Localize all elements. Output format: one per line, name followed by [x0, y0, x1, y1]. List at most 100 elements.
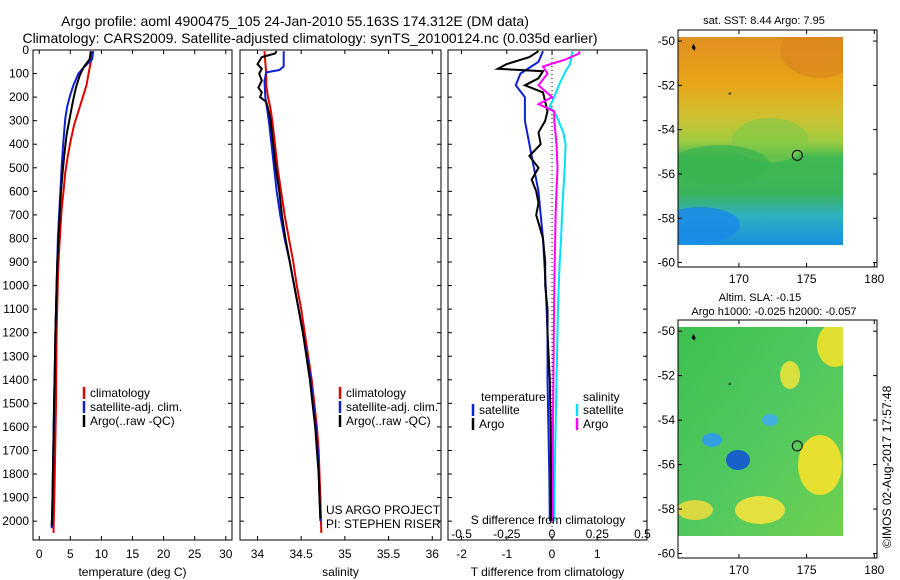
- map-y-tick-label: -50: [658, 324, 676, 338]
- sla-blue-3: [762, 414, 778, 426]
- series-line-temperature-argo: [494, 50, 553, 522]
- sla-land-gap: [678, 536, 843, 548]
- plot-frame: [32, 49, 233, 541]
- sla-blue-2: [702, 433, 722, 447]
- sst-map-title: sat. SST: 8.44 Argo: 7.95: [703, 15, 825, 27]
- x-tick-label: 36: [426, 547, 440, 561]
- legend-label: satellite-adj. clim.: [346, 400, 438, 414]
- map-y-tick-label: -52: [658, 78, 676, 92]
- legend-label: Argo: [583, 417, 609, 431]
- sst-map-panel: sat. SST: 8.44 Argo: 7.95 -50-52-54-56-5…: [658, 15, 885, 286]
- legend-header-temperature: temperature: [481, 390, 546, 404]
- map-x-tick-label: 175: [797, 563, 817, 577]
- legend-label: climatology: [346, 386, 406, 400]
- y-tick-label: 1200: [2, 326, 29, 340]
- x-axis-label: salinity: [322, 565, 359, 579]
- x-tick-label-salinity: 0: [549, 527, 556, 541]
- legend-label: climatology: [90, 386, 150, 400]
- project-annotation: PI: STEPHEN RISER: [326, 517, 441, 531]
- sst-axes: -50 -52 -54 -56 -58 -60 170 175 180: [658, 29, 885, 286]
- map-y-tick-label: -54: [658, 123, 676, 137]
- series-line-temperature-satellite: [514, 50, 551, 522]
- sla-yellow-1: [817, 327, 843, 367]
- sla-yellow-3: [798, 435, 842, 495]
- x-tick-label: 0: [36, 547, 43, 561]
- watermark: ©IMOS 02-Aug-2017 17:57:48: [880, 385, 894, 548]
- map-y-tick-label: -56: [658, 458, 676, 472]
- x-tick-label-salinity: -0.25: [493, 527, 521, 541]
- legend-label: Argo(..raw -QC): [346, 414, 431, 428]
- x-tick-label: -1: [501, 547, 512, 561]
- sla-yellow-4: [735, 496, 785, 524]
- map-y-tick-label: -54: [658, 413, 676, 427]
- sla-map-subtitle: Argo h1000: -0.025 h2000: -0.057: [691, 306, 856, 318]
- x-axis-label-salinity-difference: S difference from climatology: [471, 513, 626, 527]
- legend-label: satellite: [479, 403, 520, 417]
- x-tick-label: 5: [67, 547, 74, 561]
- y-tick-label: 300: [9, 114, 29, 128]
- map-y-tick-label: -60: [658, 256, 676, 270]
- y-tick-label: 1700: [2, 443, 29, 457]
- y-tick-label: 1900: [2, 491, 29, 505]
- y-tick-label: 1500: [2, 396, 29, 410]
- difference-panel: -2 -1 0 1 T difference from climatology tempe…: [447, 49, 651, 579]
- float-location-marker: [791, 440, 803, 452]
- map-x-tick-label: 170: [729, 563, 749, 577]
- x-tick-label: 25: [188, 547, 202, 561]
- temperature-panel: 0100200300400500600700800900100011001200…: [2, 43, 232, 579]
- sla-map-title: Altim. SLA: -0.15: [719, 292, 802, 304]
- x-tick-label: 1: [594, 547, 601, 561]
- series-line-salinity-argo: [536, 51, 581, 522]
- x-tick-label-salinity: -0.5: [451, 527, 472, 541]
- y-tick-label: 1000: [2, 279, 29, 293]
- legend-label: satellite-adj. clim.: [90, 400, 182, 414]
- y-tick-label: 0: [22, 43, 29, 57]
- sst-blue-patch: [678, 207, 740, 243]
- x-tick-label: 0: [549, 547, 556, 561]
- title-line-1: Argo profile: aoml 4900475_105 24-Jan-20…: [61, 13, 529, 29]
- map-y-tick-label: -56: [658, 167, 676, 181]
- x-tick-label: 20: [157, 547, 171, 561]
- y-tick-label: 1400: [2, 373, 29, 387]
- legend-header-salinity: salinity: [583, 390, 620, 404]
- salinity-panel: 34 34.5 35 35.5 36 salinity climatologysatelli…: [239, 49, 442, 579]
- y-tick-label: 900: [9, 255, 29, 269]
- legend-label: satellite: [583, 403, 624, 417]
- sla-yellow-2: [780, 361, 800, 389]
- x-axis-label: T difference from climatology: [471, 565, 625, 579]
- title-line-2: Climatology: CARS2009. Satellite-adjuste…: [22, 30, 597, 46]
- y-tick-label: 200: [9, 90, 29, 104]
- float-location-marker: [791, 149, 803, 161]
- map-x-tick-label: 175: [797, 272, 817, 286]
- x-tick-label-salinity: 0.5: [634, 527, 651, 541]
- map-x-tick-label: 170: [729, 272, 749, 286]
- series-line-argo-raw-qc-: [50, 51, 92, 526]
- y-tick-label: 1300: [2, 349, 29, 363]
- map-x-tick-label: 180: [864, 272, 884, 286]
- sla-yellow-5: [678, 500, 713, 520]
- plot-frame: [447, 49, 648, 541]
- x-tick-label: 35: [338, 547, 352, 561]
- project-annotation: US ARGO PROJECT: [326, 503, 441, 517]
- sla-blue-1: [726, 450, 750, 470]
- y-tick-label: 700: [9, 208, 29, 222]
- map-y-tick-label: -50: [658, 34, 676, 48]
- map-frame: [677, 319, 878, 559]
- y-tick-label: 800: [9, 231, 29, 245]
- island-icon: [728, 382, 732, 385]
- sst-green-patch: [678, 145, 770, 185]
- map-y-tick-label: -52: [658, 369, 676, 383]
- map-x-tick-label: 180: [864, 563, 884, 577]
- y-tick-label: 400: [9, 137, 29, 151]
- y-tick-label: 100: [9, 67, 29, 81]
- x-tick-label-salinity: 0.25: [586, 527, 610, 541]
- map-y-tick-label: -58: [658, 502, 676, 516]
- map-frame: [677, 29, 878, 268]
- series-line-argo-raw-qc-: [256, 50, 322, 519]
- x-tick-label: 15: [126, 547, 140, 561]
- island-icon: [728, 92, 732, 95]
- y-tick-label: 2000: [2, 514, 29, 528]
- sla-axes: -50 -52 -54 -56 -58 -60 170 175 180: [658, 319, 885, 577]
- y-tick-label: 1800: [2, 467, 29, 481]
